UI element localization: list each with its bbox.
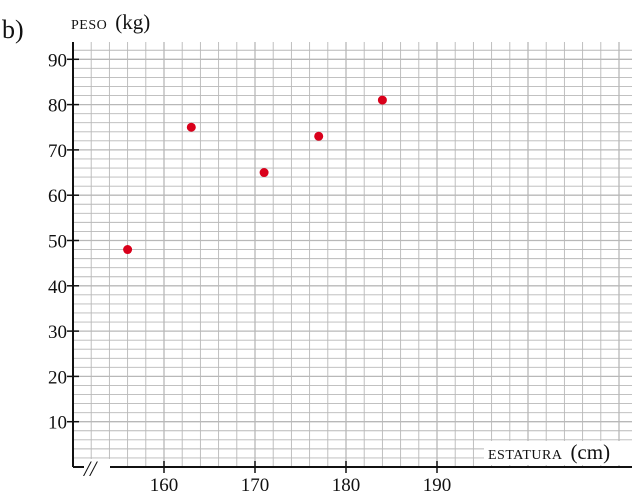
data-point (314, 131, 324, 141)
x-tick-label: 170 (241, 475, 270, 496)
y-tick-label: 70 (48, 141, 67, 162)
x-axis-label-bg (484, 441, 636, 465)
y-tick-label: 10 (48, 413, 67, 434)
data-point (259, 168, 269, 178)
data-point (123, 245, 133, 255)
y-axis-label-unit: (kg) (115, 10, 150, 34)
x-tick-labels: 160 170 180 190 (150, 461, 452, 496)
y-tick-label: 50 (48, 232, 67, 253)
y-tick-label: 80 (48, 96, 67, 117)
y-axis-label-name: PESO (71, 18, 107, 33)
axis-break-gap (84, 459, 110, 475)
y-tick-label: 60 (48, 186, 67, 207)
x-tick-label: 180 (332, 475, 361, 496)
data-point (186, 122, 196, 132)
x-axis-label-unit: (cm) (570, 440, 610, 464)
y-tick-labels: 10 20 30 40 50 60 70 80 90 (48, 50, 79, 434)
part-label: b) (2, 15, 24, 44)
x-axis-label-name: ESTATURA (488, 448, 563, 463)
y-tick-label: 90 (48, 50, 67, 71)
x-tick-label: 190 (423, 475, 452, 496)
x-tick-label: 160 (150, 475, 179, 496)
y-tick-label: 30 (48, 322, 67, 343)
y-tick-label: 40 (48, 277, 67, 298)
y-tick-label: 20 (48, 367, 67, 388)
x-axis-label: ESTATURA (cm) (488, 440, 610, 464)
chart-grid (73, 42, 632, 467)
data-points (123, 95, 387, 255)
y-axis-label: PESO (kg) (71, 10, 150, 34)
data-point (377, 95, 387, 105)
axis-break-mark: // (82, 456, 98, 481)
